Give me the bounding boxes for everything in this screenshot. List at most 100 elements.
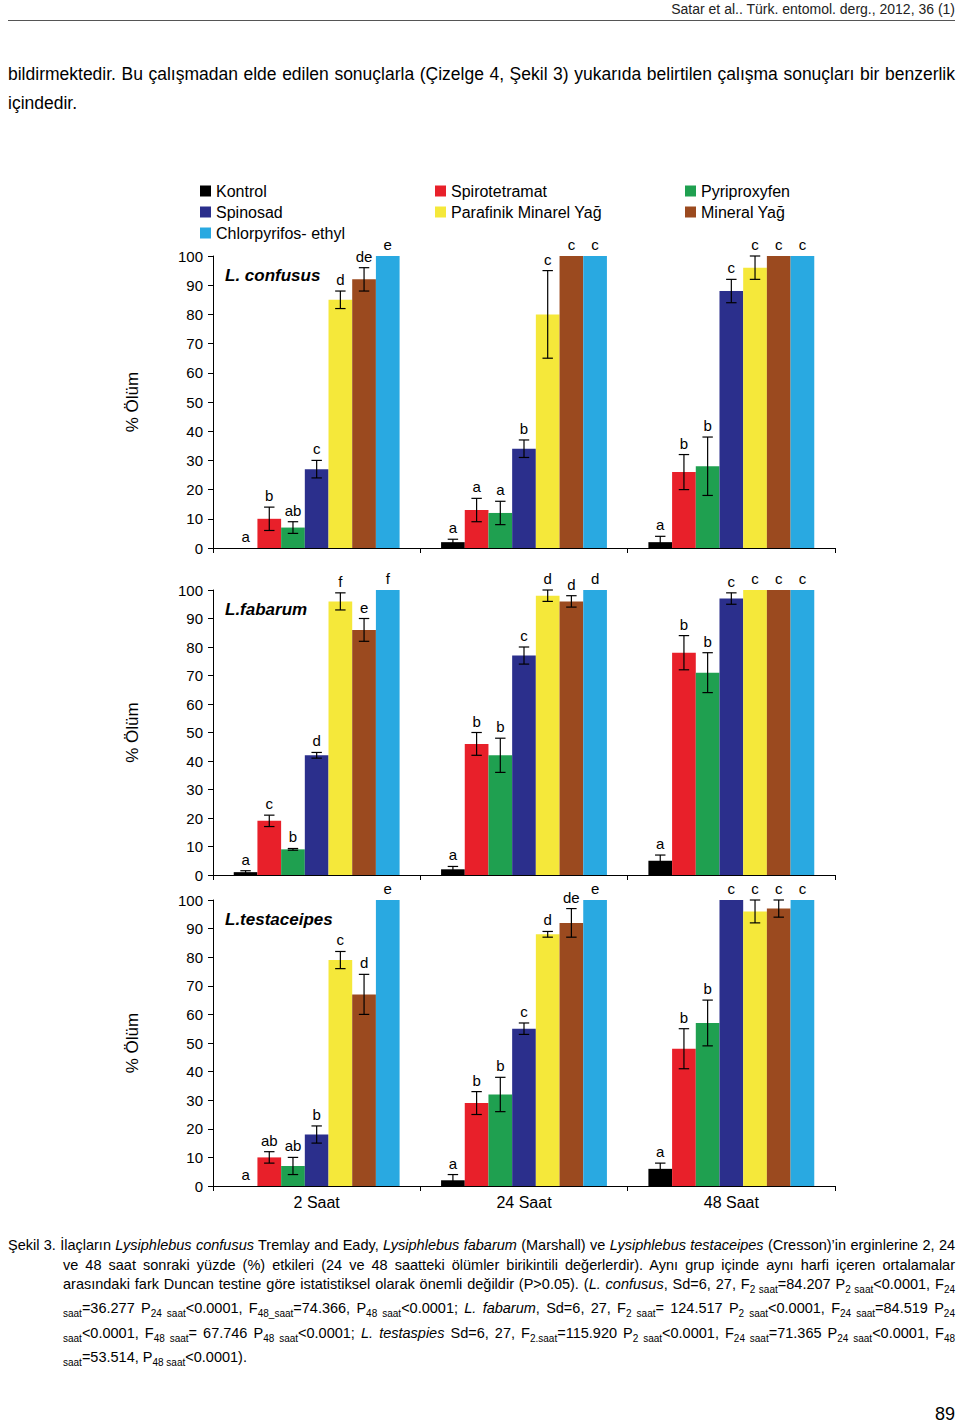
svg-text:Pyriproxyfen: Pyriproxyfen — [701, 183, 790, 200]
svg-text:a: a — [496, 481, 505, 498]
svg-text:100: 100 — [178, 248, 203, 265]
svg-text:a: a — [449, 1155, 458, 1172]
svg-text:20: 20 — [186, 481, 203, 498]
svg-text:a: a — [241, 851, 250, 868]
svg-text:e: e — [591, 880, 599, 897]
svg-text:c: c — [544, 251, 552, 268]
svg-text:c: c — [337, 931, 345, 948]
svg-text:20: 20 — [186, 1120, 203, 1137]
svg-text:Parafinik Minarel Yağ: Parafinik Minarel Yağ — [451, 204, 602, 221]
svg-text:Kontrol: Kontrol — [216, 183, 267, 200]
svg-text:b: b — [496, 718, 504, 735]
svg-text:f: f — [338, 573, 343, 590]
svg-text:24 Saat: 24 Saat — [496, 1194, 552, 1211]
svg-text:c: c — [799, 236, 807, 253]
svg-text:d: d — [544, 570, 552, 587]
svg-text:70: 70 — [186, 667, 203, 684]
svg-text:L. confusus: L. confusus — [225, 266, 320, 285]
svg-text:b: b — [680, 435, 688, 452]
svg-text:40: 40 — [186, 753, 203, 770]
svg-text:e: e — [384, 880, 392, 897]
svg-text:a: a — [656, 1143, 665, 1160]
svg-text:b: b — [472, 1072, 480, 1089]
svg-text:c: c — [775, 570, 783, 587]
svg-text:a: a — [472, 478, 481, 495]
svg-text:50: 50 — [186, 1035, 203, 1052]
svg-text:c: c — [568, 236, 576, 253]
svg-text:c: c — [751, 880, 759, 897]
svg-text:c: c — [520, 627, 528, 644]
svg-text:60: 60 — [186, 696, 203, 713]
svg-text:20: 20 — [186, 810, 203, 827]
svg-text:d: d — [591, 570, 599, 587]
svg-text:0: 0 — [195, 1178, 203, 1195]
svg-text:10: 10 — [186, 1149, 203, 1166]
svg-text:50: 50 — [186, 724, 203, 741]
svg-text:d: d — [544, 911, 552, 928]
svg-text:d: d — [567, 576, 575, 593]
svg-text:c: c — [266, 795, 274, 812]
svg-text:e: e — [360, 599, 368, 616]
svg-text:% Ölüm: % Ölüm — [123, 1013, 142, 1073]
svg-text:0: 0 — [195, 540, 203, 557]
svg-text:Chlorpyrifos- ethyl: Chlorpyrifos- ethyl — [216, 225, 345, 242]
svg-text:2 Saat: 2 Saat — [294, 1194, 341, 1211]
svg-text:c: c — [799, 880, 807, 897]
svg-text:de: de — [356, 248, 373, 265]
svg-text:0: 0 — [195, 867, 203, 884]
svg-text:a: a — [241, 1166, 250, 1183]
svg-text:a: a — [656, 516, 665, 533]
svg-text:L.testaceipes: L.testaceipes — [225, 910, 333, 929]
svg-text:e: e — [384, 236, 392, 253]
svg-text:d: d — [336, 271, 344, 288]
svg-text:b: b — [312, 1106, 320, 1123]
svg-text:b: b — [520, 420, 528, 437]
svg-text:90: 90 — [186, 277, 203, 294]
svg-text:d: d — [312, 732, 320, 749]
svg-text:10: 10 — [186, 510, 203, 527]
svg-text:Spinosad: Spinosad — [216, 204, 283, 221]
svg-text:% Ölüm: % Ölüm — [123, 702, 142, 762]
svg-text:Spirotetramat: Spirotetramat — [451, 183, 548, 200]
svg-text:ab: ab — [285, 1137, 302, 1154]
svg-text:b: b — [703, 633, 711, 650]
svg-text:c: c — [751, 236, 759, 253]
svg-text:c: c — [591, 236, 599, 253]
svg-text:a: a — [241, 528, 250, 545]
svg-text:100: 100 — [178, 892, 203, 909]
svg-text:80: 80 — [186, 639, 203, 656]
svg-text:80: 80 — [186, 949, 203, 966]
svg-text:c: c — [751, 570, 759, 587]
svg-text:Mineral Yağ: Mineral Yağ — [701, 204, 785, 221]
svg-text:ab: ab — [261, 1132, 278, 1149]
svg-text:100: 100 — [178, 582, 203, 599]
svg-text:c: c — [775, 236, 783, 253]
svg-text:c: c — [799, 570, 807, 587]
svg-text:b: b — [703, 417, 711, 434]
svg-text:de: de — [563, 889, 580, 906]
svg-text:b: b — [496, 1057, 504, 1074]
svg-text:c: c — [728, 880, 736, 897]
svg-text:f: f — [386, 570, 391, 587]
svg-text:30: 30 — [186, 781, 203, 798]
svg-text:d: d — [360, 954, 368, 971]
svg-text:ab: ab — [285, 502, 302, 519]
svg-text:60: 60 — [186, 1006, 203, 1023]
svg-text:48 Saat: 48 Saat — [704, 1194, 760, 1211]
svg-text:80: 80 — [186, 306, 203, 323]
svg-text:70: 70 — [186, 335, 203, 352]
svg-text:% Ölüm: % Ölüm — [123, 372, 142, 432]
svg-text:70: 70 — [186, 977, 203, 994]
svg-text:c: c — [313, 440, 321, 457]
svg-text:b: b — [680, 616, 688, 633]
svg-text:c: c — [728, 259, 736, 276]
svg-text:30: 30 — [186, 1092, 203, 1109]
svg-text:b: b — [265, 487, 273, 504]
svg-text:c: c — [775, 880, 783, 897]
svg-text:40: 40 — [186, 1063, 203, 1080]
svg-text:b: b — [680, 1009, 688, 1026]
svg-text:b: b — [289, 828, 297, 845]
svg-text:c: c — [520, 1003, 528, 1020]
svg-text:50: 50 — [186, 394, 203, 411]
svg-text:b: b — [703, 980, 711, 997]
